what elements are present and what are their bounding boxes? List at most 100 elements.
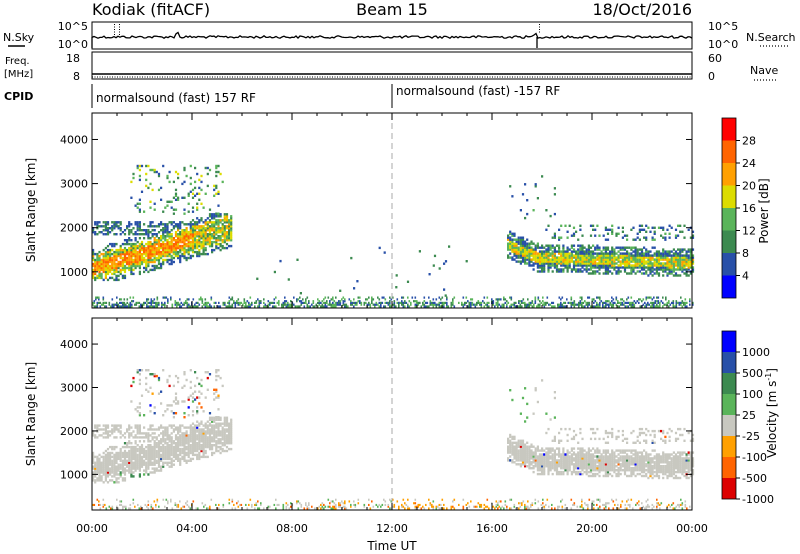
data-cell bbox=[549, 258, 552, 261]
data-cell bbox=[691, 266, 695, 269]
data-cell bbox=[653, 305, 655, 308]
data-cell bbox=[577, 252, 580, 255]
data-cell bbox=[168, 258, 171, 262]
data-cell bbox=[200, 233, 203, 236]
data-cell bbox=[643, 236, 646, 239]
data-cell bbox=[147, 256, 150, 260]
data-cell bbox=[111, 428, 114, 431]
data-cell bbox=[153, 463, 156, 466]
data-cell bbox=[575, 433, 578, 437]
data-cell bbox=[320, 305, 322, 308]
data-cell bbox=[524, 461, 527, 464]
data-cell bbox=[528, 303, 531, 306]
data-cell bbox=[172, 256, 175, 260]
data-cell bbox=[145, 260, 148, 264]
data-cell bbox=[155, 305, 157, 308]
data-cell bbox=[207, 305, 210, 308]
data-cell bbox=[432, 301, 435, 304]
data-cell bbox=[518, 301, 520, 304]
data-cell bbox=[156, 305, 159, 308]
data-cell bbox=[519, 262, 522, 265]
data-cell bbox=[507, 236, 510, 239]
data-cell bbox=[689, 254, 692, 257]
data-cell bbox=[562, 453, 565, 456]
data-cell bbox=[138, 373, 141, 376]
data-cell bbox=[189, 426, 192, 429]
data-cell bbox=[132, 453, 135, 457]
data-cell bbox=[213, 233, 216, 236]
data-cell bbox=[217, 424, 220, 427]
data-cell bbox=[196, 235, 199, 238]
data-cell bbox=[632, 303, 634, 306]
data-cell bbox=[130, 180, 133, 184]
data-cell bbox=[168, 248, 171, 252]
data-cell bbox=[123, 451, 127, 455]
data-cell bbox=[228, 303, 231, 306]
data-cell bbox=[132, 449, 135, 453]
data-cell bbox=[100, 252, 103, 256]
data-cell bbox=[179, 428, 182, 431]
data-cell bbox=[600, 252, 603, 255]
noise-panel: N.Sky 10^5 10^0 10^5 10^0 N.Search bbox=[3, 20, 796, 51]
data-cell bbox=[485, 303, 487, 306]
data-cell bbox=[153, 233, 156, 236]
data-cell bbox=[185, 231, 188, 234]
data-cell bbox=[640, 250, 644, 253]
data-cell bbox=[136, 430, 139, 433]
data-cell bbox=[393, 301, 396, 304]
data-cell bbox=[201, 301, 204, 304]
data-cell bbox=[164, 206, 167, 209]
data-cell bbox=[179, 298, 181, 301]
data-cell bbox=[121, 455, 124, 459]
data-cell bbox=[215, 223, 218, 226]
data-cell bbox=[111, 424, 114, 427]
data-cell bbox=[170, 229, 173, 232]
data-cell bbox=[389, 296, 391, 299]
data-cell bbox=[443, 301, 445, 304]
data-cell bbox=[104, 459, 107, 462]
data-cell bbox=[117, 260, 120, 264]
data-cell bbox=[672, 256, 675, 259]
data-cell bbox=[536, 467, 539, 470]
data-cell bbox=[470, 301, 472, 304]
data-cell bbox=[145, 461, 148, 464]
data-cell bbox=[119, 473, 122, 476]
data-cell bbox=[211, 215, 214, 218]
data-cell bbox=[579, 467, 582, 470]
data-cell bbox=[344, 305, 346, 308]
data-cell bbox=[553, 266, 556, 269]
data-cell bbox=[130, 447, 133, 451]
data-cell bbox=[287, 303, 289, 306]
data-cell bbox=[123, 256, 127, 260]
data-cell bbox=[655, 268, 658, 271]
data-cell bbox=[119, 447, 122, 451]
data-cell bbox=[401, 303, 403, 306]
data-cell bbox=[530, 461, 533, 464]
data-cell bbox=[672, 264, 675, 267]
data-cell bbox=[296, 305, 298, 308]
data-cell bbox=[111, 471, 114, 474]
data-cell bbox=[534, 453, 537, 456]
data-cell bbox=[113, 254, 116, 258]
data-cell bbox=[136, 444, 139, 447]
data-cell bbox=[149, 250, 152, 254]
data-cell bbox=[555, 459, 559, 462]
data-cell bbox=[675, 300, 678, 303]
data-cell bbox=[208, 240, 212, 244]
data-cell bbox=[623, 300, 625, 303]
data-cell bbox=[149, 463, 152, 466]
data-cell bbox=[557, 305, 559, 308]
data-cell bbox=[312, 300, 315, 303]
data-cell bbox=[579, 457, 582, 460]
data-cell bbox=[94, 436, 97, 439]
data-cell bbox=[126, 227, 129, 230]
data-cell bbox=[623, 303, 625, 306]
data-cell bbox=[679, 258, 682, 261]
data-cell bbox=[128, 449, 131, 453]
data-cell bbox=[104, 301, 106, 304]
data-cell bbox=[119, 463, 122, 466]
data-cell bbox=[191, 438, 195, 441]
data-cell bbox=[177, 428, 180, 431]
data-cell bbox=[191, 210, 195, 213]
data-cell bbox=[109, 231, 112, 234]
